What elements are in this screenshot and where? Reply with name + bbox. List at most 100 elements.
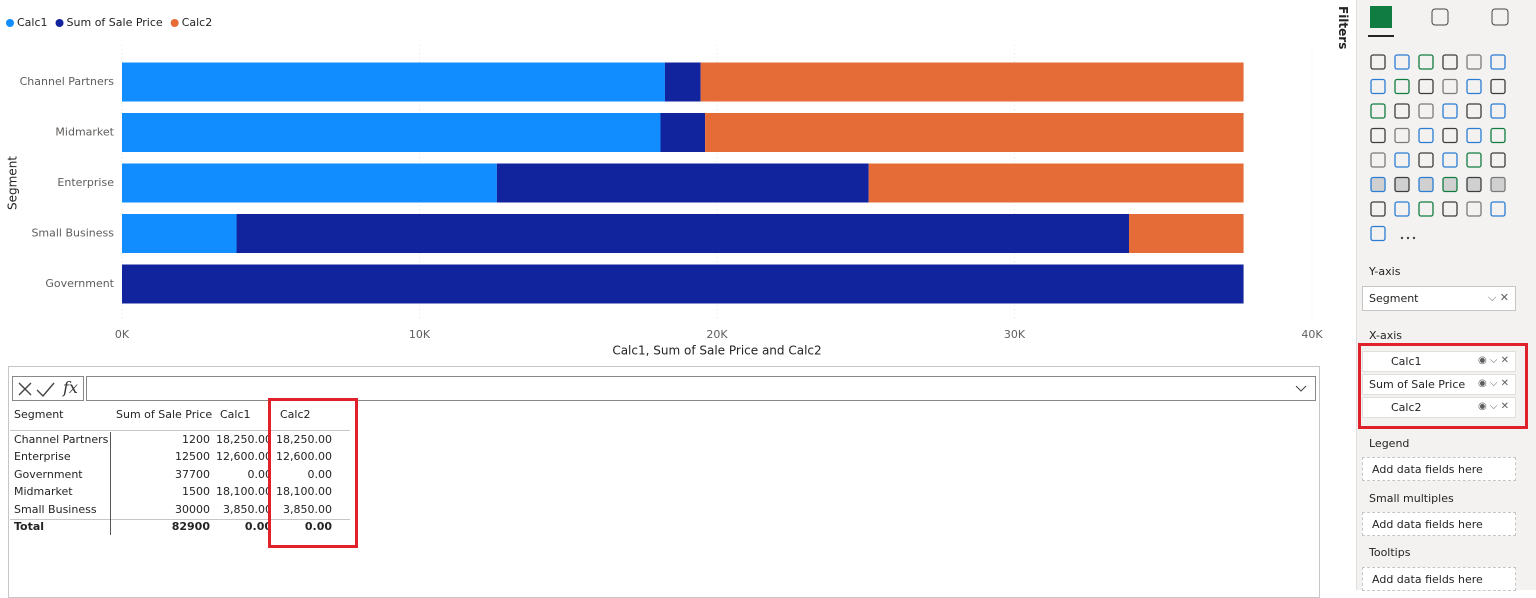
visual-icon[interactable]: [1442, 152, 1458, 168]
more-dot[interactable]: [1400, 236, 1404, 240]
visual-icon[interactable]: [1466, 127, 1482, 144]
visual-icon[interactable]: [1466, 176, 1482, 193]
cancel-icon[interactable]: [18, 382, 32, 396]
table-cell-text: 18,100.00: [276, 485, 332, 499]
visual-icon[interactable]: [1394, 127, 1410, 144]
visual-icon[interactable]: [1466, 201, 1482, 217]
visual-icon[interactable]: [1418, 54, 1434, 70]
field-well[interactable]: Calc2 ◉ ⌵ ✕: [1362, 397, 1516, 418]
field[interactable]: Sum of Sale Price: [1369, 378, 1466, 391]
visual-icon[interactable]: [1490, 78, 1506, 95]
column-header[interactable]: Calc2: [280, 408, 311, 421]
bar-segment: [496, 163, 869, 203]
visual-icon[interactable]: [1418, 201, 1434, 217]
visual-icon[interactable]: [1490, 176, 1506, 193]
formula-input[interactable]: [86, 376, 1316, 401]
x-tick-label: 30K: [1004, 328, 1026, 341]
visual-icon[interactable]: [1370, 152, 1386, 168]
visual-icon[interactable]: [1466, 103, 1482, 119]
table-cell-text: 3,850.00: [223, 502, 268, 516]
visual-icon[interactable]: [1442, 127, 1458, 144]
visual-icon[interactable]: [1370, 176, 1386, 193]
table-cell-text: 37700: [175, 467, 210, 481]
visual-icon[interactable]: [1490, 103, 1506, 119]
field[interactable]: Calc1: [1391, 355, 1422, 368]
bar-segment: [705, 113, 1244, 152]
drop-well[interactable]: Add data fields here: [1362, 457, 1516, 481]
table-cell: 30000: [112, 502, 210, 518]
x-tick-label: 0K: [115, 328, 130, 341]
pane-tab[interactable]: [1491, 8, 1509, 26]
pane-tab[interactable]: [1431, 8, 1449, 26]
visual-icon[interactable]: [1466, 152, 1482, 168]
field[interactable]: Calc2: [1391, 401, 1422, 414]
visual-icon[interactable]: [1418, 127, 1434, 144]
bar-segment: [1129, 214, 1244, 253]
visual-icon[interactable]: [1442, 78, 1458, 95]
visual-icon[interactable]: [1394, 54, 1410, 70]
table-cell-text: 12,600.00: [276, 450, 332, 464]
field[interactable]: Segment: [1369, 292, 1419, 305]
visual-icon[interactable]: [1490, 152, 1506, 168]
drop-well[interactable]: Add data fields here: [1362, 567, 1516, 591]
more-dot[interactable]: [1406, 236, 1410, 240]
column-header[interactable]: Segment: [14, 408, 64, 421]
legend-label: Sum of Sale Price: [67, 16, 163, 29]
visual-icon[interactable]: [1442, 54, 1458, 70]
field-controls[interactable]: ◉ ⌵ ✕: [1477, 401, 1509, 412]
visual-icon[interactable]: [1418, 176, 1434, 193]
table-cell-text: Midmarket: [14, 485, 73, 499]
table-cell-text: 30000: [175, 502, 210, 516]
y-tick-label: Channel Partners: [20, 75, 115, 88]
bar-segment: [664, 62, 701, 102]
visual-icon[interactable]: [1370, 127, 1386, 144]
visual-icon[interactable]: [1442, 103, 1458, 119]
visual-icon[interactable]: [1418, 152, 1434, 168]
y-axis-title: Segment: [6, 156, 20, 210]
visual-icon[interactable]: [1370, 78, 1386, 95]
commit-icon[interactable]: [36, 382, 55, 398]
table-cell: 0.00: [212, 467, 269, 483]
visual-icon[interactable]: [1418, 103, 1434, 119]
more-dot[interactable]: [1412, 236, 1416, 240]
column-divider: [110, 432, 111, 535]
visual-icon[interactable]: [1370, 201, 1386, 217]
table-cell: 1200: [112, 432, 210, 448]
drop-well[interactable]: Add data fields here: [1362, 512, 1516, 536]
filters-strip[interactable]: Filters: [1330, 0, 1357, 590]
formula-controls: fx: [12, 376, 84, 401]
visual-icon[interactable]: [1490, 201, 1506, 217]
field-well[interactable]: Calc1 ◉ ⌵ ✕: [1362, 351, 1516, 372]
field-well[interactable]: Segment ⌵ ✕: [1362, 286, 1516, 311]
total-cell: 0.00: [212, 519, 268, 535]
visual-icon[interactable]: [1370, 103, 1386, 119]
visual-icon[interactable]: [1442, 176, 1458, 193]
table-cell-text: 18,250.00: [216, 433, 268, 446]
column-header[interactable]: Calc1: [220, 408, 251, 421]
visual-icon[interactable]: [1394, 78, 1410, 95]
table-cell-text: Enterprise: [14, 450, 71, 464]
visual-icon[interactable]: [1466, 78, 1482, 95]
visual-icon[interactable]: [1490, 127, 1506, 144]
field-controls[interactable]: ◉ ⌵ ✕: [1477, 378, 1509, 389]
field-controls[interactable]: ⌵ ✕: [1487, 291, 1509, 304]
visual-icon[interactable]: [1466, 54, 1482, 70]
visual-icon[interactable]: [1370, 225, 1386, 242]
table-cell-text: 3,850.00: [283, 502, 332, 516]
field-well[interactable]: Sum of Sale Price ◉ ⌵ ✕: [1362, 374, 1516, 395]
visual-icon[interactable]: [1394, 201, 1410, 217]
field-controls[interactable]: ◉ ⌵ ✕: [1477, 355, 1509, 366]
visual-icon[interactable]: [1394, 176, 1410, 193]
expand-icon[interactable]: [1295, 385, 1307, 393]
filters-title[interactable]: Filters: [1336, 6, 1350, 50]
visual-icon[interactable]: [1370, 54, 1386, 70]
pane-tab-active[interactable]: [1370, 6, 1392, 28]
table-cell: Government: [14, 467, 110, 483]
table-cell: 12,600.00: [272, 449, 332, 465]
visual-icon[interactable]: [1490, 54, 1506, 70]
column-header[interactable]: Sum of Sale Price: [116, 408, 213, 421]
visual-icon[interactable]: [1442, 201, 1458, 217]
visual-icon[interactable]: [1394, 103, 1410, 119]
visual-icon[interactable]: [1394, 152, 1410, 168]
visual-icon[interactable]: [1418, 78, 1434, 95]
